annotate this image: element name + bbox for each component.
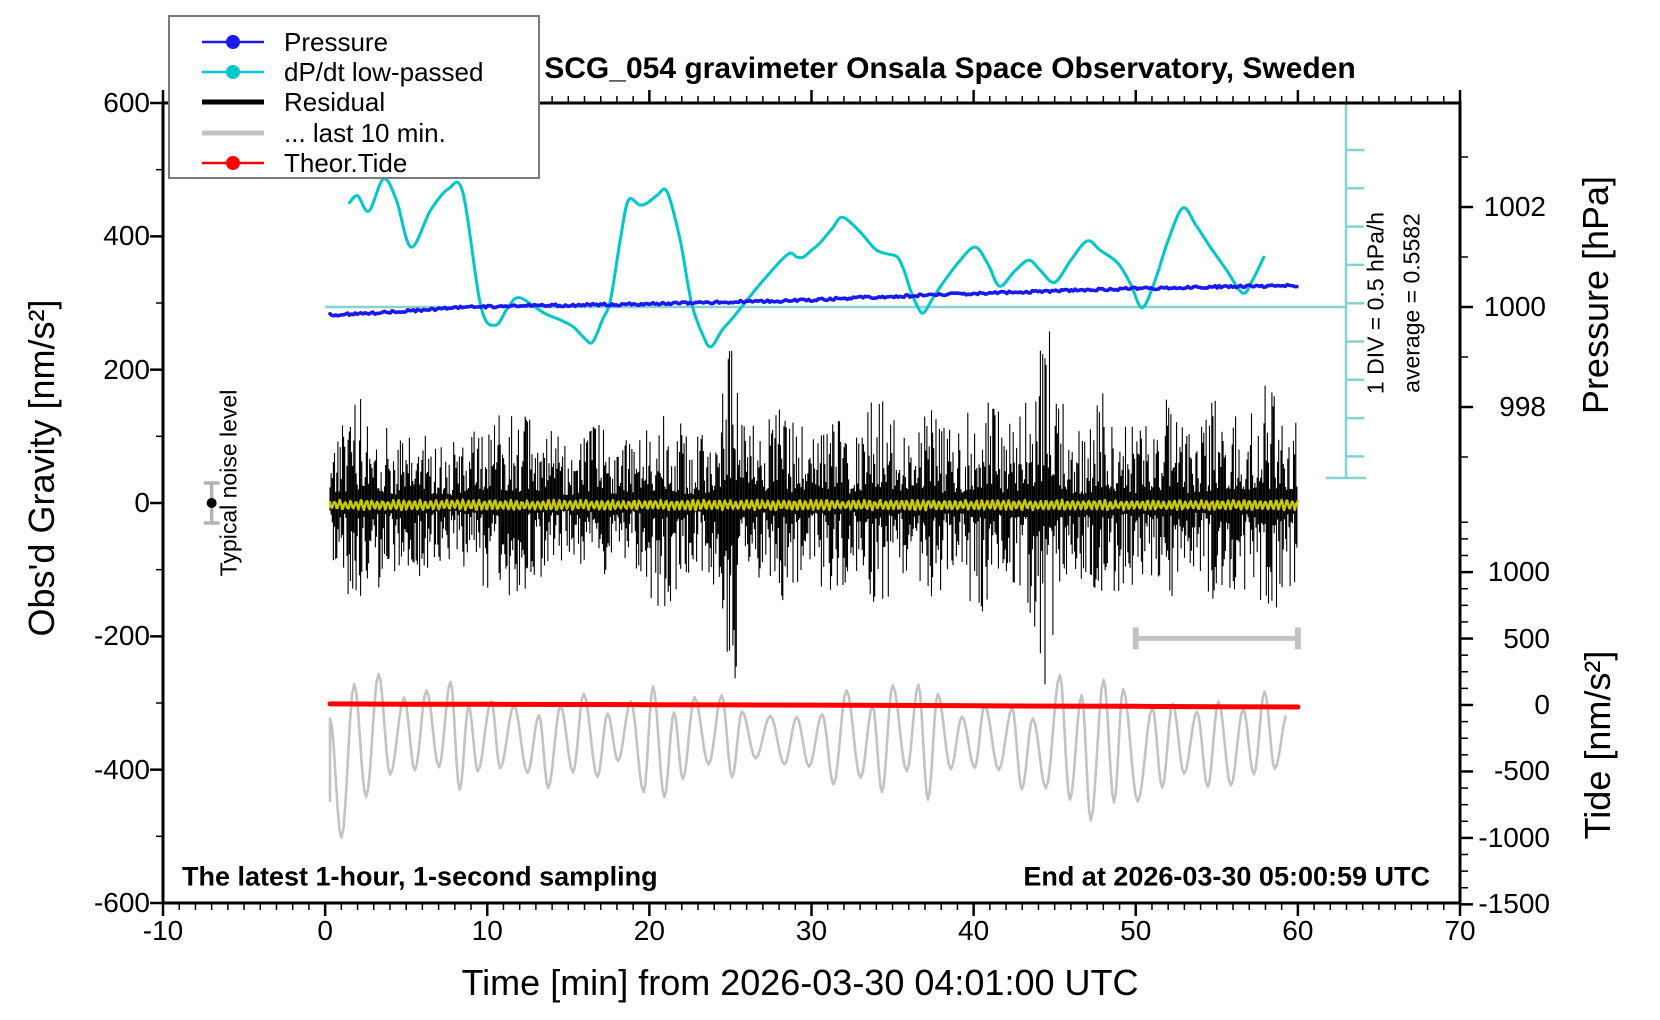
x-tick-label: 70 [1444, 915, 1476, 946]
pressure-tick-label: 1000 [1483, 291, 1546, 322]
chart-title: SCG_054 gravimeter Onsala Space Observat… [544, 52, 1356, 85]
x-tick-label: 60 [1282, 915, 1314, 946]
pressure-tick-label: 998 [1499, 391, 1546, 422]
div-scale-label: 1 DIV = 0.5 hPa/h [1362, 211, 1389, 395]
legend-item-pressure: Pressure [170, 28, 538, 56]
legend-item-residual: Residual [170, 88, 538, 116]
gravity-tick-label: -600 [93, 887, 150, 918]
tide-tick-label: -1000 [1478, 821, 1550, 853]
tide-tick-label: 500 [1503, 622, 1550, 654]
gravity-tick-label: 400 [103, 220, 150, 252]
x-tick-label: 20 [633, 915, 665, 946]
legend-item-last10min: ... last 10 min. [170, 119, 538, 147]
x-tick-label: 30 [795, 915, 828, 946]
legend-label: Pressure [284, 27, 389, 57]
average-dpdt-label: average = 0.5582 [1398, 213, 1425, 393]
x-tick-label: -10 [142, 915, 184, 946]
legend-item-theor-tide: Theor.Tide [170, 149, 538, 177]
gravity-tick-label: 0 [134, 487, 150, 518]
legend: Pressure dP/dt low-passed Residual ... l… [168, 15, 540, 179]
theor-tide-line-icon [202, 156, 264, 170]
x-tick-label: 0 [317, 915, 333, 946]
y-axis-title-tide: Tide [nm/s²] [1577, 650, 1618, 840]
gravity-tick-label: -400 [93, 753, 150, 785]
y-axis-title-pressure: Pressure [hPa] [1575, 175, 1616, 415]
y-axis-title-gravity: Obs'd Gravity [nm/s²] [21, 299, 62, 637]
residual-line-icon [202, 99, 264, 105]
tide-tick-label: 1000 [1487, 556, 1550, 588]
x-tick-label: 40 [958, 915, 990, 946]
legend-label: Theor.Tide [284, 148, 408, 178]
pressure-tick-label: 1002 [1483, 191, 1546, 222]
typical-noise-level-label: Typical noise level [215, 389, 242, 577]
gravity-tick-label: -200 [93, 620, 150, 652]
dpdt-line-icon [202, 65, 264, 79]
x-axis-title: Time [min] from 2026-03-30 04:01:00 UTC [461, 962, 1139, 1003]
legend-label: Residual [284, 87, 386, 117]
end-time-note: End at 2026-03-30 05:00:59 UTC [1023, 861, 1430, 892]
legend-item-dpdt: dP/dt low-passed [170, 58, 538, 86]
tide-tick-label: -500 [1493, 755, 1550, 787]
sampling-note: The latest 1-hour, 1-second sampling [182, 861, 658, 892]
gravity-tick-label: 600 [103, 87, 150, 118]
x-tick-label: 50 [1120, 915, 1152, 946]
last10min-line-icon [202, 130, 264, 136]
x-tick-label: 10 [471, 915, 503, 946]
tide-tick-label: -1500 [1478, 888, 1550, 920]
tide-tick-label: 0 [1534, 689, 1550, 720]
pressure-line-icon [202, 35, 264, 49]
legend-label: ... last 10 min. [284, 118, 446, 148]
legend-label: dP/dt low-passed [284, 57, 484, 87]
gravity-tick-label: 200 [103, 353, 150, 385]
